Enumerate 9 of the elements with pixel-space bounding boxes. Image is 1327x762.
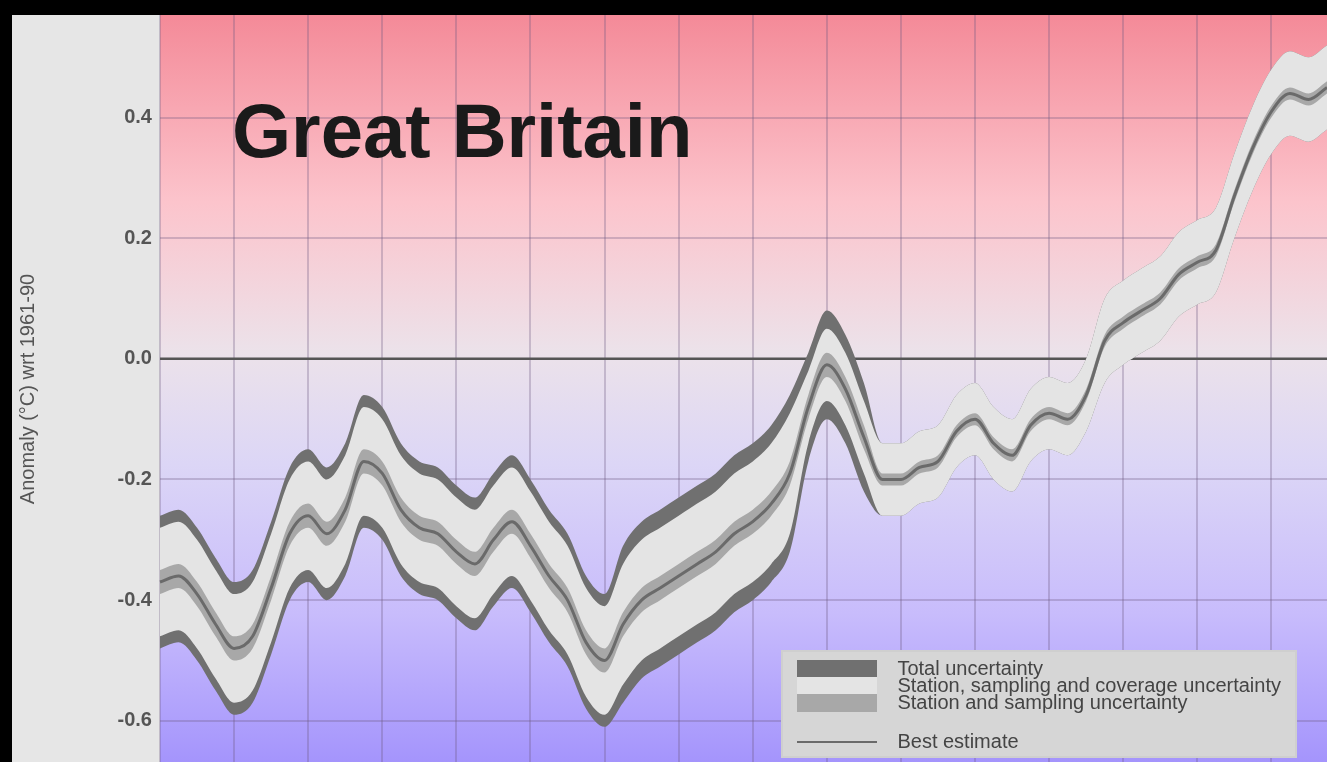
- y-tick-label: -0.6: [117, 708, 152, 731]
- y-axis-title: Anomaly (°C) wrt 1961-90: [15, 273, 38, 505]
- y-tick-label: 0.2: [124, 225, 152, 248]
- y-tick-label: 0.0: [124, 346, 152, 369]
- y-tick-label: -0.4: [117, 587, 153, 610]
- y-tick-label: 0.4: [124, 105, 153, 128]
- text: Great Britain: [232, 88, 693, 173]
- legend-label: Best estimate: [897, 730, 1019, 752]
- y-tick-label: -0.2: [117, 467, 152, 489]
